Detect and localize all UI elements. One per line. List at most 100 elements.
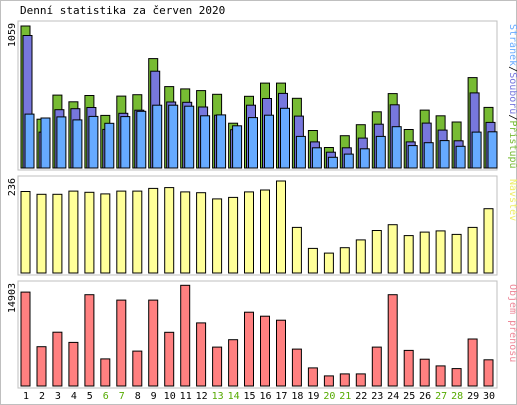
bar: [487, 131, 498, 169]
x-tick-label: 3: [55, 391, 61, 402]
legend-entry: Souborů: [507, 72, 517, 114]
y-max-label: 1059: [7, 23, 18, 47]
bar: [20, 291, 31, 387]
bar: [196, 192, 207, 274]
x-tick-label: 21: [339, 391, 351, 402]
bar: [120, 116, 131, 169]
bar: [244, 311, 254, 387]
bar: [423, 142, 434, 169]
bar: [260, 315, 270, 387]
bar: [264, 114, 274, 169]
x-tick-label: 15: [243, 391, 255, 402]
bar: [244, 191, 254, 274]
bar: [212, 198, 223, 274]
x-tick-label: 2: [39, 391, 45, 402]
bar: [52, 193, 63, 274]
bar: [276, 180, 286, 274]
x-tick-label: 18: [291, 391, 303, 402]
bar: [339, 247, 350, 274]
bar: [419, 358, 430, 387]
x-tick-label: 7: [119, 391, 125, 402]
bar: [439, 140, 450, 169]
bar: [323, 252, 334, 274]
bar: [471, 131, 482, 169]
panel-frame: [17, 175, 498, 276]
x-tick-label: 13: [212, 391, 224, 402]
bar: [276, 319, 286, 387]
x-tick-label: 6: [103, 391, 109, 402]
bar: [116, 299, 127, 387]
bar: [435, 365, 446, 387]
bar: [68, 341, 79, 387]
bar: [184, 105, 195, 169]
bar: [84, 294, 95, 387]
x-tick-label: 17: [275, 391, 287, 402]
bar: [323, 375, 334, 387]
legend-entry: /: [507, 66, 517, 72]
panel-1: 1059 Stránek/Souborů/Přístupů: [7, 20, 517, 171]
bar: [52, 331, 63, 387]
bar: [36, 193, 47, 274]
bar: [387, 294, 398, 387]
bar: [180, 191, 191, 274]
panel-legend: Stránek/Souborů/Přístupů: [507, 24, 517, 169]
bar: [148, 187, 159, 274]
legend-entry: Přístupů: [507, 120, 517, 168]
bar: [371, 346, 382, 387]
bar: [228, 196, 239, 274]
bar: [307, 367, 318, 387]
x-tick-label: 27: [435, 391, 447, 402]
bar: [100, 358, 111, 387]
bar: [467, 226, 478, 274]
legend-entry: /: [507, 114, 517, 120]
bar: [180, 284, 191, 387]
bar: [307, 247, 318, 274]
bar: [212, 346, 223, 387]
x-tick-label: 1: [23, 391, 29, 402]
bar: [355, 239, 366, 274]
bar: [355, 373, 366, 387]
bar: [228, 339, 239, 387]
bar: [451, 368, 462, 387]
bar: [260, 189, 270, 274]
x-tick-label: 26: [419, 391, 431, 402]
series-objem-přenosu: [20, 284, 494, 387]
bar: [467, 338, 478, 387]
bar: [56, 116, 67, 169]
legend-entry: Stránek: [507, 24, 517, 66]
chart-title: Denní statistika za červen 2020: [20, 4, 225, 17]
x-axis: 1 2 3 4 5 6 7 8 9 10 11 12 13 14 15 16 17 18 19 20 21 22 23 24 2…: [23, 391, 495, 402]
x-tick-label: 25: [403, 391, 415, 402]
panel-2: 236 Návštěv: [7, 175, 517, 276]
bar: [68, 190, 79, 274]
panel-legend: Návštěv: [507, 179, 517, 221]
bar: [295, 135, 306, 169]
bar: [168, 104, 179, 169]
bar: [100, 193, 111, 274]
bar: [164, 331, 175, 387]
x-tick-label: 10: [164, 391, 176, 402]
x-tick-label: 24: [387, 391, 399, 402]
bar: [359, 148, 370, 169]
bar: [132, 350, 143, 387]
x-tick-label: 5: [87, 391, 93, 402]
legend-entry: Návštěv: [507, 179, 517, 221]
x-tick-label: 16: [259, 391, 271, 402]
bar: [200, 115, 211, 169]
x-tick-label: 19: [307, 391, 319, 402]
bar: [419, 231, 430, 274]
bar: [327, 156, 338, 169]
bar: [483, 359, 494, 387]
bar: [387, 224, 398, 274]
legend-entry: Objem přenosu: [507, 284, 517, 362]
y-max-label: 236: [7, 178, 18, 196]
bar: [291, 348, 302, 387]
bar: [148, 299, 159, 387]
x-tick-label: 9: [151, 391, 157, 402]
bar: [104, 122, 115, 169]
bar: [196, 322, 207, 387]
bar: [88, 115, 99, 169]
